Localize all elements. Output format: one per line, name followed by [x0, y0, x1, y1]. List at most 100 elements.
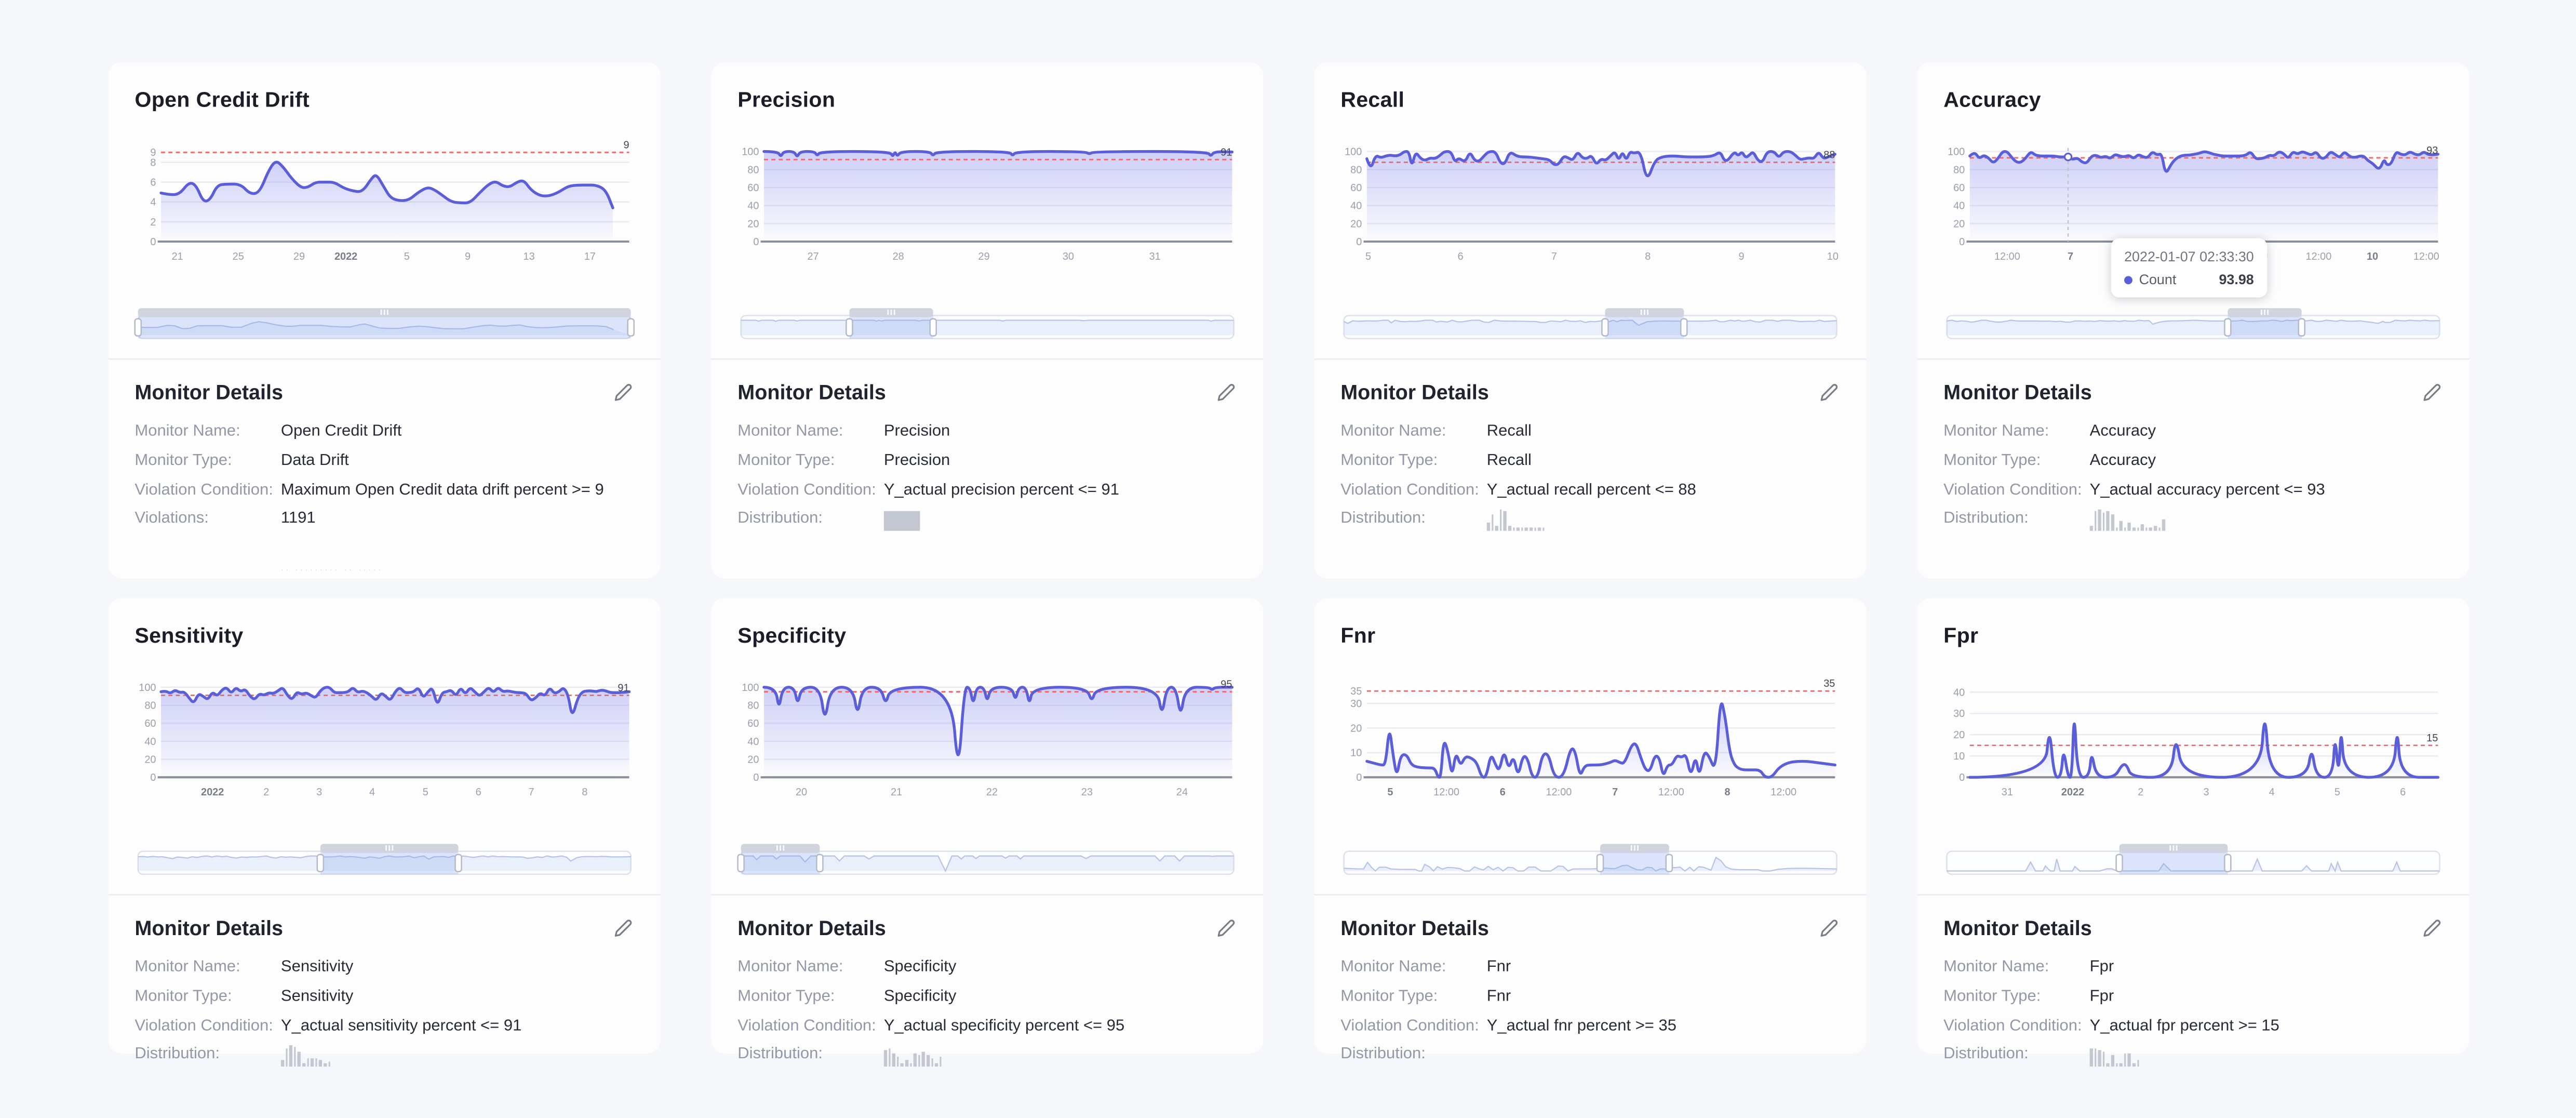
detail-label: Distribution:: [1340, 510, 1426, 528]
detail-value: Y_actual precision percent <= 91: [883, 481, 1119, 499]
svg-text:0: 0: [1356, 772, 1362, 783]
detail-label: Distribution:: [737, 1046, 823, 1064]
range-brush[interactable]: [737, 308, 1237, 340]
detail-label: Monitor Name:: [1340, 422, 1446, 441]
edit-monitor-button[interactable]: [1214, 381, 1237, 404]
svg-text:28: 28: [893, 251, 904, 262]
svg-text:10: 10: [1350, 748, 1362, 759]
pencil-icon: [1820, 384, 1838, 401]
edit-monitor-button[interactable]: [2420, 917, 2443, 940]
detail-value: Fnr: [1486, 987, 1511, 1006]
svg-text:7: 7: [2068, 251, 2073, 262]
svg-text:4: 4: [2269, 787, 2275, 798]
svg-text:23: 23: [1081, 787, 1093, 798]
svg-text:9: 9: [1739, 251, 1745, 262]
edit-monitor-button[interactable]: [2420, 381, 2443, 404]
svg-text:4: 4: [150, 197, 156, 208]
svg-text:2022: 2022: [2061, 787, 2084, 798]
range-brush[interactable]: [135, 843, 634, 876]
svg-text:12:00: 12:00: [2413, 251, 2439, 262]
svg-text:35: 35: [1823, 678, 1835, 689]
svg-text:100: 100: [1345, 147, 1362, 158]
metric-chart[interactable]: 0 20 40 60 80 100 5 6 7 8 9 10 88: [1340, 141, 1840, 270]
detail-label: Distribution:: [1943, 1046, 2029, 1064]
detail-row: Violation Condition: Y_actual fnr percent…: [1340, 1017, 1840, 1046]
range-brush[interactable]: [1340, 843, 1840, 876]
range-brush[interactable]: [1943, 308, 2443, 340]
svg-text:88: 88: [1823, 150, 1835, 161]
monitor-card: Fpr 0 10 20 30 40 31 2022 2 3 4 5 6 15 Monitor Detai…: [1917, 598, 2470, 1068]
range-brush[interactable]: [1340, 308, 1840, 340]
svg-text:0: 0: [1356, 236, 1362, 248]
svg-text:2: 2: [263, 787, 269, 798]
svg-text:2: 2: [2138, 787, 2143, 798]
svg-text:12:00: 12:00: [1770, 787, 1796, 798]
detail-value: Fpr: [2089, 958, 2114, 976]
svg-text:6: 6: [1458, 251, 1464, 262]
svg-text:20: 20: [747, 218, 759, 230]
svg-text:25: 25: [233, 251, 244, 262]
edit-monitor-button[interactable]: [611, 917, 634, 940]
detail-value: Specificity: [883, 987, 957, 1006]
detail-label: Distribution:: [135, 1046, 220, 1064]
edit-monitor-button[interactable]: [1214, 917, 1237, 940]
svg-text:12:00: 12:00: [1546, 787, 1572, 798]
range-brush[interactable]: [1943, 843, 2443, 876]
detail-value: [883, 510, 920, 531]
edit-monitor-button[interactable]: [611, 381, 634, 404]
detail-row: Violation Condition: Y_actual recall perc…: [1340, 481, 1840, 510]
svg-text:60: 60: [1350, 182, 1362, 194]
metric-chart[interactable]: 0 10 20 30 40 31 2022 2 3 4 5 6 15: [1943, 677, 2443, 805]
detail-value: Fnr: [1486, 958, 1511, 976]
monitor-details-title: Monitor Details: [737, 917, 886, 940]
svg-text:5: 5: [1365, 251, 1371, 262]
svg-text:13: 13: [524, 251, 535, 262]
detail-value: Y_actual accuracy percent <= 93: [2089, 481, 2325, 499]
svg-text:93: 93: [2426, 145, 2438, 156]
detail-row: Monitor Type: Accuracy: [1943, 451, 2443, 481]
detail-row: Monitor Type: Specificity: [737, 987, 1237, 1016]
detail-row: Monitor Name: Fpr: [1943, 958, 2443, 987]
detail-value: Recall: [1486, 422, 1532, 441]
svg-text:20: 20: [1350, 723, 1362, 734]
pencil-icon: [2423, 920, 2441, 937]
svg-text:8: 8: [150, 157, 156, 168]
svg-text:20: 20: [144, 754, 156, 766]
detail-row: Violation Condition: Y_actual fpr percent…: [1943, 1017, 2443, 1046]
card-divider: [1314, 358, 1867, 360]
svg-text:0: 0: [150, 236, 156, 248]
svg-text:30: 30: [1063, 251, 1074, 262]
detail-row: Monitor Type: Sensitivity: [135, 987, 634, 1016]
svg-text:20: 20: [796, 787, 807, 798]
svg-text:5: 5: [423, 787, 428, 798]
svg-text:100: 100: [742, 147, 759, 158]
detail-rows: Monitor Name: Sensitivity Monitor Type: Sen…: [135, 958, 634, 1075]
edit-monitor-button[interactable]: [1817, 917, 1840, 940]
detail-rows: Monitor Name: Fpr Monitor Type: Fpr Violatio…: [1943, 958, 2443, 1075]
distribution-histogram: [1486, 510, 1545, 531]
detail-row: Violation Condition: Maximum Open Credit …: [135, 481, 634, 510]
detail-value: [883, 1046, 942, 1068]
svg-text:2022: 2022: [334, 251, 357, 262]
metric-chart[interactable]: 0 20 40 60 80 100 20 21 22 23 24 95: [737, 677, 1237, 805]
metric-chart[interactable]: 0 20 40 60 80 100 2022 2 3 4 5 6 7 8 91: [135, 677, 634, 805]
pencil-icon: [614, 920, 632, 937]
range-brush[interactable]: [134, 308, 635, 340]
svg-text:40: 40: [747, 201, 759, 212]
series-dot-icon: [2124, 275, 2132, 284]
metric-chart[interactable]: 0 20 40 60 80 100 27 28 29 30 31 91: [737, 141, 1237, 270]
detail-value: [2089, 1046, 2139, 1068]
range-brush[interactable]: [737, 843, 1237, 876]
svg-text:10: 10: [1827, 251, 1839, 262]
detail-row: Monitor Type: Recall: [1340, 451, 1840, 481]
edit-monitor-button[interactable]: [1817, 381, 1840, 404]
detail-label: Monitor Type:: [135, 451, 232, 470]
svg-text:60: 60: [747, 718, 759, 729]
detail-row: Monitor Type: Data Drift: [135, 451, 634, 481]
monitor-details-title: Monitor Details: [135, 381, 284, 405]
distribution-histogram: [280, 1046, 331, 1068]
svg-text:0: 0: [150, 772, 156, 783]
